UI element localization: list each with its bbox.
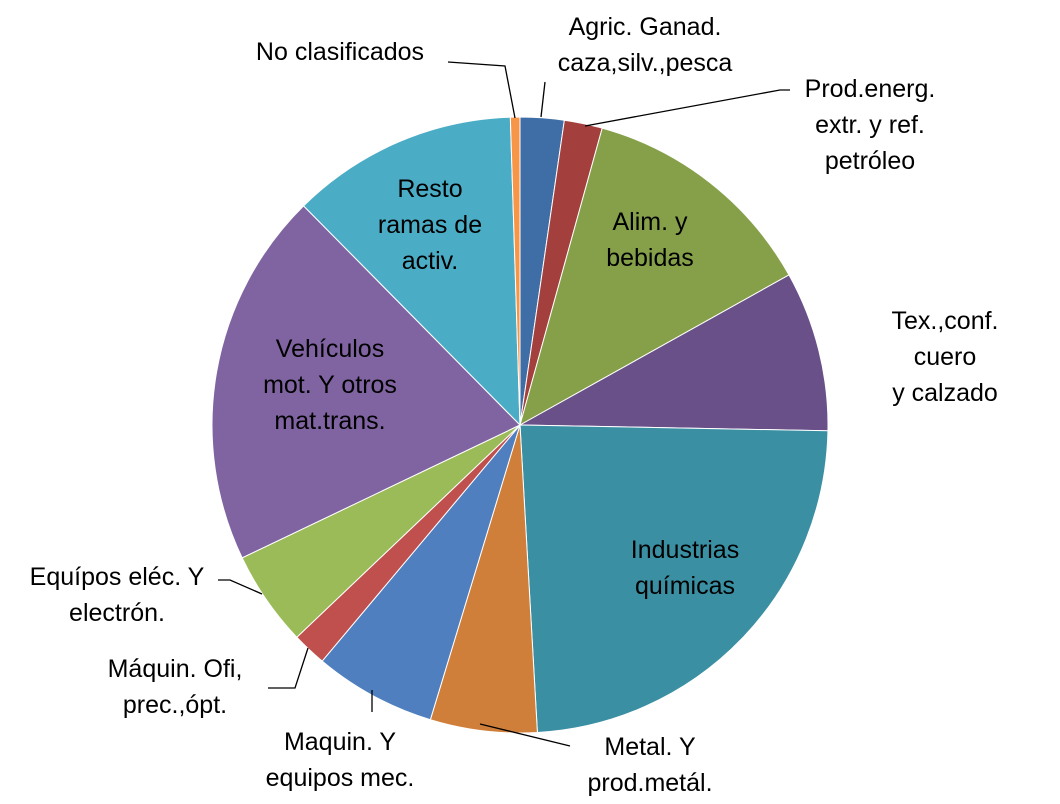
leader-line <box>268 647 309 689</box>
slice-label: Vehículos mot. Y otros mat.trans. <box>263 335 397 435</box>
leader-line <box>479 723 571 747</box>
slice-label: Máquin. Ofi, prec.,ópt. <box>107 655 243 719</box>
slice-label: Equípos eléc. Y electrón. <box>29 563 205 627</box>
leader-line <box>584 89 790 127</box>
slice-label: Metal. Y prod.metál. <box>587 733 713 797</box>
pie-slice <box>519 127 790 427</box>
slice-label: Industrias químicas <box>630 536 740 600</box>
pie-slice <box>519 424 829 734</box>
pie-slice <box>321 424 521 721</box>
slice-label: No clasificados <box>255 38 425 66</box>
pie-slice <box>211 205 521 559</box>
pie-slice <box>302 116 521 427</box>
leader-line <box>540 81 546 118</box>
slice-label: Tex.,conf. cuero y calzado <box>891 307 999 407</box>
slice-label: Resto ramas de activ. <box>377 175 483 275</box>
leader-line <box>218 579 263 595</box>
leader-line <box>447 61 516 119</box>
slice-label: Prod.energ. extr. y ref. petróleo <box>804 75 936 175</box>
pie-slice <box>518 274 829 432</box>
slice-label: Agric. Ganad. caza,silv.,pesca <box>557 13 733 77</box>
slice-label: Maquin. Y equipos mec. <box>265 728 415 792</box>
slice-label: Alim. y bebidas <box>606 208 694 272</box>
